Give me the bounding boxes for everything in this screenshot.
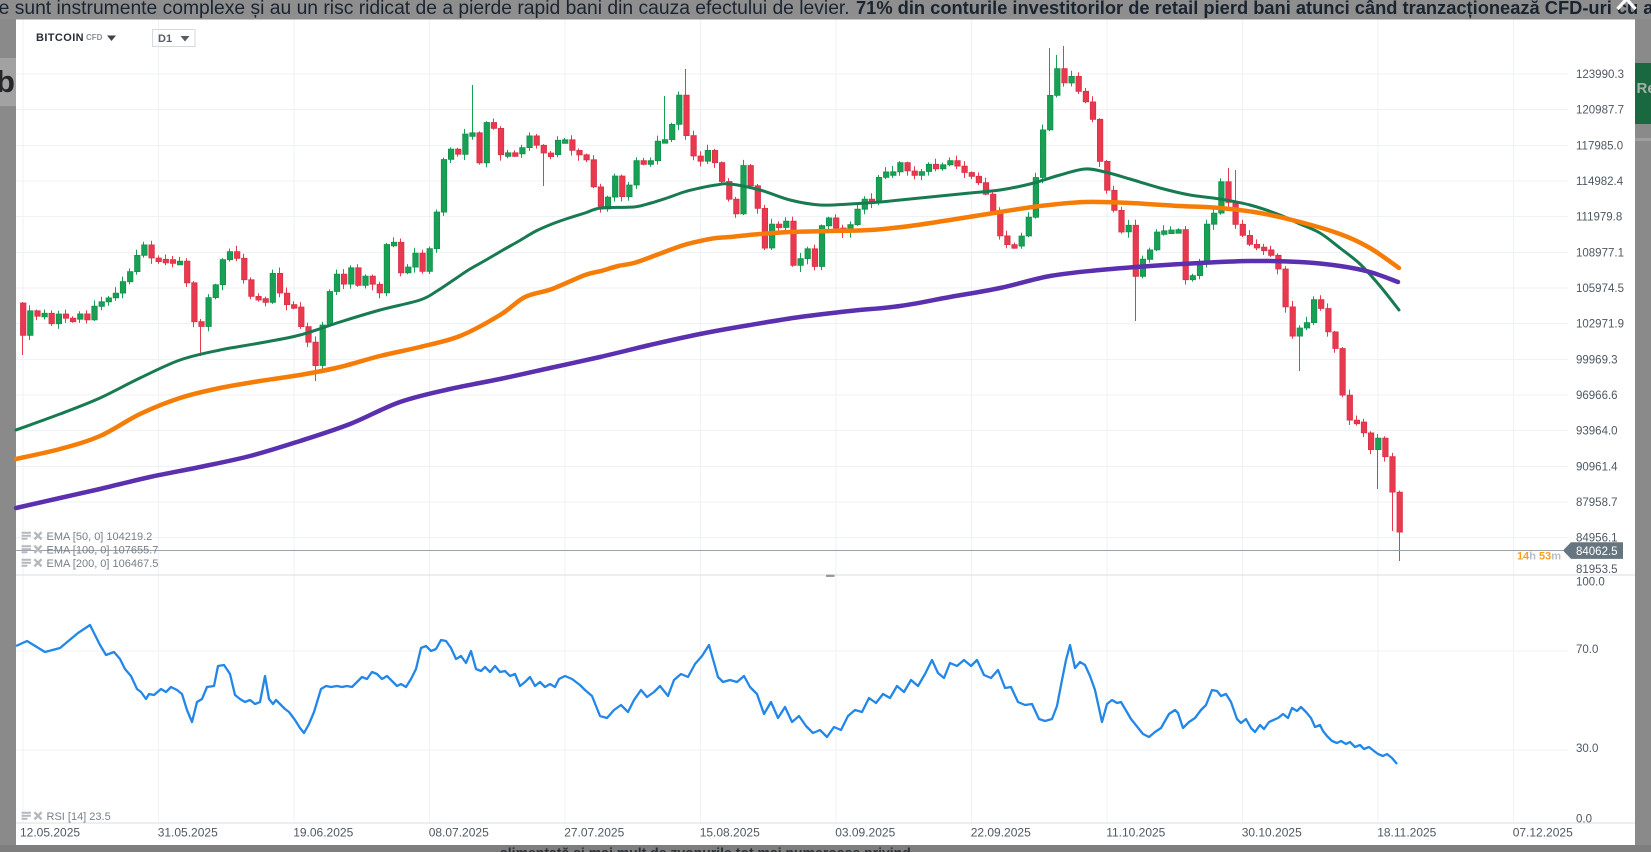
svg-text:30.0: 30.0 [1576,743,1598,755]
svg-text:b: b [0,64,15,99]
svg-text:15.08.2025: 15.08.2025 [700,826,760,840]
svg-text:08.07.2025: 08.07.2025 [429,826,489,840]
svg-text:70.0: 70.0 [1576,644,1598,656]
svg-text:27.07.2025: 27.07.2025 [564,826,624,840]
svg-text:alimentată și mai mult de zvon: alimentată și mai mult de zvonurile tot … [500,845,911,852]
svg-text:100.0: 100.0 [1576,577,1605,589]
svg-text:84062.5: 84062.5 [1576,546,1618,558]
svg-text:87958.7: 87958.7 [1576,497,1618,509]
svg-text:123990.3: 123990.3 [1576,69,1624,81]
svg-text:03.09.2025: 03.09.2025 [835,826,895,840]
svg-text:105974.5: 105974.5 [1576,283,1624,295]
svg-text:117985.0: 117985.0 [1576,140,1623,152]
svg-text:90961.4: 90961.4 [1576,461,1618,473]
svg-text:93964.0: 93964.0 [1576,426,1618,438]
svg-text:BITCOIN: BITCOIN [36,32,84,44]
svg-text:71% din conturile investitoril: 71% din conturile investitorilor de reta… [856,0,1651,18]
svg-text:96966.6: 96966.6 [1576,390,1618,402]
svg-text:14h 53m: 14h 53m [1517,551,1561,563]
svg-text:CFD: CFD [86,33,103,42]
svg-text:EMA [100, 0] 107655.7: EMA [100, 0] 107655.7 [47,545,159,557]
svg-text:EMA [200, 0] 106467.5: EMA [200, 0] 106467.5 [47,558,159,570]
svg-text:D1: D1 [158,33,172,45]
svg-text:84956.1: 84956.1 [1576,533,1618,545]
svg-text:11.10.2025: 11.10.2025 [1106,826,1165,840]
svg-text:111979.8: 111979.8 [1576,212,1622,224]
svg-text:114982.4: 114982.4 [1576,176,1624,188]
svg-text:18.11.2025: 18.11.2025 [1377,826,1436,840]
svg-text:19.06.2025: 19.06.2025 [293,826,353,840]
svg-text:07.12.2025: 07.12.2025 [1513,826,1573,840]
svg-text:e sunt instrumente complexe și: e sunt instrumente complexe și au un ris… [0,0,855,19]
svg-text:108977.1: 108977.1 [1576,247,1624,259]
svg-text:31.05.2025: 31.05.2025 [158,826,218,840]
svg-text:81953.5: 81953.5 [1576,564,1618,576]
svg-text:120987.7: 120987.7 [1576,105,1624,117]
svg-text:99969.3: 99969.3 [1576,354,1618,366]
svg-text:102971.9: 102971.9 [1576,319,1624,331]
svg-text:30.10.2025: 30.10.2025 [1242,826,1302,840]
svg-text:Re: Re [1637,80,1651,97]
svg-text:EMA [50, 0] 104219.2: EMA [50, 0] 104219.2 [47,531,153,543]
svg-text:22.09.2025: 22.09.2025 [971,826,1031,840]
svg-text:RSI [14] 23.5: RSI [14] 23.5 [47,811,111,823]
svg-text:0.0: 0.0 [1576,814,1592,826]
svg-text:12.05.2025: 12.05.2025 [20,826,80,840]
